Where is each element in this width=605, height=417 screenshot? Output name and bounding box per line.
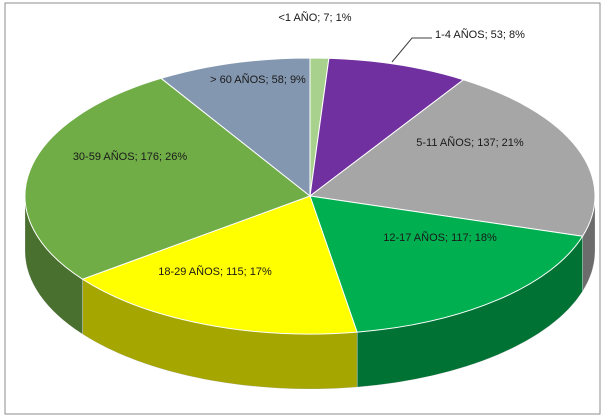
data-label: 1-4 AÑOS; 53; 8% — [435, 28, 525, 41]
pie-slice — [308, 79, 596, 237]
data-label: 18-29 AÑOS; 115; 17% — [158, 265, 272, 278]
data-label: 5-11 AÑOS; 137; 21% — [416, 136, 524, 149]
data-label: > 60 AÑOS; 58; 9% — [210, 73, 306, 86]
pie-slice — [24, 77, 312, 280]
side-shade — [582, 196, 595, 292]
pie-slice — [309, 57, 465, 198]
data-label: <1 AÑO; 7; 1% — [278, 11, 351, 24]
data-label: 12-17 AÑOS; 117; 18% — [383, 231, 497, 244]
pie-slice — [160, 57, 311, 198]
side-shade — [25, 196, 83, 335]
pie-slice — [309, 195, 584, 333]
pie-slice — [81, 195, 358, 335]
side-shade — [357, 236, 583, 388]
leader-line — [391, 37, 432, 63]
side-shade — [82, 279, 358, 390]
data-label: 30-59 AÑOS; 176; 26% — [73, 150, 188, 163]
